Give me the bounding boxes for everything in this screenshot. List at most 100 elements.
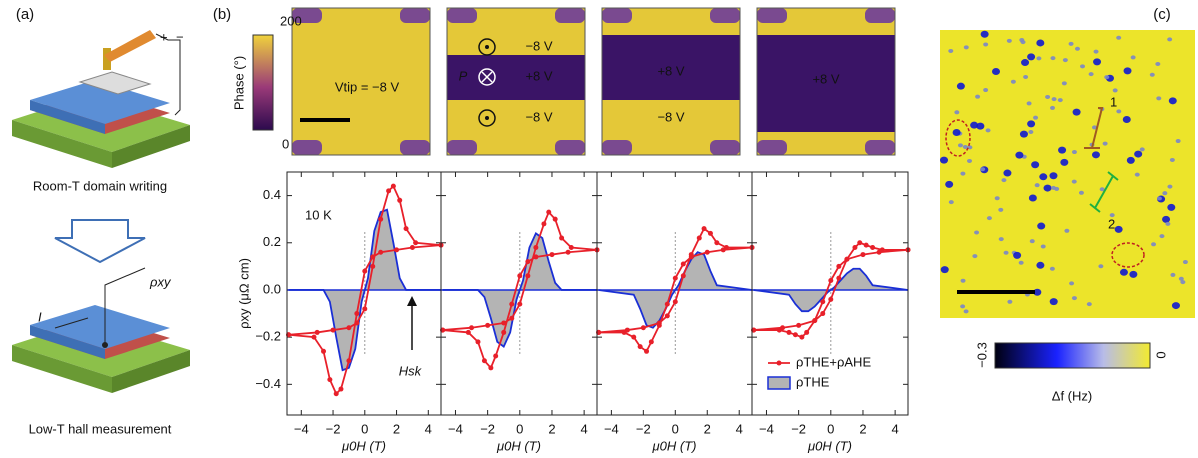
point	[688, 254, 694, 260]
point	[546, 209, 552, 215]
domain-label: +8 V	[657, 63, 684, 78]
defect	[1001, 178, 1007, 183]
point	[799, 334, 805, 340]
defect	[1112, 88, 1118, 93]
x-tick-label: 4	[581, 421, 588, 436]
point	[362, 306, 368, 312]
defect	[1003, 169, 1012, 177]
defect	[967, 145, 973, 150]
defect	[1071, 150, 1077, 155]
point	[370, 254, 376, 260]
electrode	[602, 8, 632, 23]
defect	[1007, 299, 1013, 304]
defect	[991, 68, 1000, 76]
defect	[1156, 96, 1162, 101]
domain-label: +8 V	[525, 68, 552, 83]
subplot: −4 −2 0 2 4 μ0H (T)	[596, 171, 755, 453]
defect	[1069, 281, 1075, 286]
defect	[940, 156, 949, 164]
y-tick-label: −0.2	[255, 329, 281, 344]
point	[704, 249, 710, 255]
marker-label: 1	[1110, 94, 1117, 109]
point	[378, 249, 384, 255]
defect	[1126, 156, 1135, 164]
defect	[960, 278, 966, 283]
defect	[994, 196, 1000, 201]
x-tick-label: 2	[393, 421, 400, 436]
point	[333, 391, 339, 397]
defect	[1109, 213, 1115, 218]
phase-images: Vtip = −8 V −8 V P +8 V −8 V +8 V −8 V +8 V	[291, 7, 896, 156]
legend-swatch	[767, 376, 791, 390]
electrode	[292, 140, 322, 155]
defect	[1182, 260, 1188, 265]
defect	[1098, 264, 1104, 269]
electrode	[292, 8, 322, 23]
point	[362, 268, 368, 274]
y-tick-label: 0.4	[263, 187, 281, 202]
y-tick-label: 0.0	[263, 281, 281, 296]
defect	[954, 110, 960, 115]
x-tick-label: 4	[892, 421, 899, 436]
defect	[1003, 250, 1009, 255]
x-tick-label: −4	[448, 421, 463, 436]
image-frame	[291, 7, 431, 156]
subplot: −4 −2 0 2 4 μ0H (T) ρTHE+ρAHE ρTHE	[751, 171, 911, 453]
defect	[998, 207, 1004, 212]
colorbar-label: 200	[280, 13, 302, 28]
defect	[1167, 184, 1173, 189]
df-colorbar	[994, 342, 1151, 369]
defect	[960, 304, 966, 309]
colorbar-label: 0	[282, 136, 289, 151]
point	[327, 377, 333, 383]
point	[493, 353, 499, 359]
y-tick-label: −0.4	[255, 376, 281, 391]
point	[631, 334, 637, 340]
electrode	[757, 8, 787, 23]
defect	[972, 254, 978, 259]
defect	[986, 216, 992, 221]
point	[792, 332, 798, 338]
defect	[1026, 101, 1032, 106]
domain-label: −8 V	[525, 38, 552, 53]
polarization-cross	[481, 71, 493, 83]
defect	[1159, 234, 1165, 239]
defect	[976, 122, 985, 130]
marker-2	[1089, 171, 1119, 213]
defect	[1165, 221, 1171, 226]
domain-label: −8 V	[525, 109, 552, 124]
point	[469, 325, 475, 331]
defect	[1031, 161, 1040, 169]
defect	[1068, 41, 1074, 46]
point	[378, 216, 384, 222]
defect	[1034, 183, 1040, 188]
x-tick-label: −2	[636, 421, 651, 436]
point	[354, 311, 360, 317]
defect	[948, 48, 954, 53]
domain-label: Vtip = −8 V	[335, 79, 400, 94]
point	[828, 296, 834, 302]
domain-label: −8 V	[657, 109, 684, 124]
defect	[1171, 302, 1180, 310]
defect	[1114, 225, 1123, 233]
defect	[1102, 141, 1108, 146]
defect	[962, 144, 968, 149]
point	[397, 197, 403, 203]
defect	[963, 309, 969, 314]
outline	[1111, 242, 1145, 268]
point	[640, 325, 646, 331]
point	[860, 252, 866, 258]
defect	[967, 158, 973, 163]
defect	[1015, 151, 1024, 159]
point	[501, 329, 507, 335]
defect	[1162, 191, 1168, 196]
annotation: Hsk	[399, 363, 423, 378]
point	[776, 327, 782, 333]
defect	[985, 128, 991, 133]
line	[598, 251, 753, 329]
bias-plus: +	[160, 29, 168, 44]
y-tick-label: 0.2	[263, 234, 281, 249]
defect	[1062, 58, 1068, 63]
defect	[1027, 120, 1036, 128]
defect	[1027, 53, 1036, 61]
